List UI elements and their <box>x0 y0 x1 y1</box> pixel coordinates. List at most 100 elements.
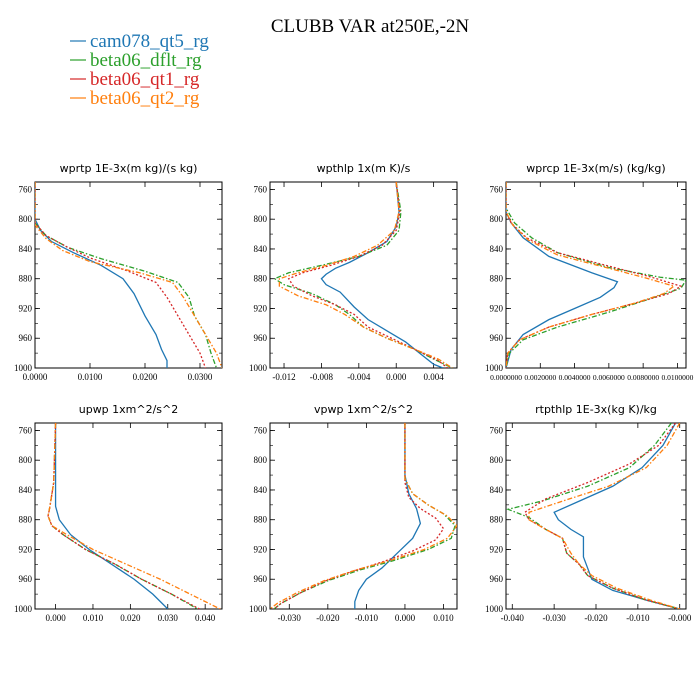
x-tick-label: 0.020 <box>120 613 141 623</box>
y-tick-label: 880 <box>490 274 504 284</box>
legend: cam078_qt5_rgbeta06_dflt_rgbeta06_qt1_rg… <box>70 31 209 109</box>
panel-title: vpwp 1xm^2/s^2 <box>314 403 413 416</box>
y-tick-label: 920 <box>490 544 504 554</box>
legend-label: beta06_qt1_rg <box>90 69 200 90</box>
panel-title: rtpthlp 1E-3x(kg K)/kg <box>535 403 657 416</box>
y-tick-label: 800 <box>19 455 33 465</box>
series-line <box>553 423 680 609</box>
x-tick-label: 0.0020000 <box>524 373 556 382</box>
panel: rtpthlp 1E-3x(kg K)/kg 760 800 840 880 920 960… <box>485 403 692 623</box>
series-line <box>278 182 453 368</box>
y-tick-label: 760 <box>19 425 33 435</box>
x-tick-label: 0.040 <box>195 613 216 623</box>
y-tick-label: 840 <box>490 485 504 495</box>
x-tick-label: -0.020 <box>316 613 340 623</box>
y-tick-label: 800 <box>254 214 268 224</box>
x-tick-label: -0.010 <box>626 613 650 623</box>
y-tick-label: 880 <box>490 515 504 525</box>
series-line <box>35 182 218 368</box>
x-tick-label: 0.0080000 <box>627 373 659 382</box>
y-tick-label: 1000 <box>485 363 504 373</box>
y-tick-label: 1000 <box>249 363 268 373</box>
y-tick-label: 840 <box>254 244 268 254</box>
series-line <box>273 423 445 609</box>
x-tick-label: 0.010 <box>433 613 454 623</box>
y-tick-label: 840 <box>254 485 268 495</box>
plot-frame <box>34 422 223 610</box>
x-tick-label: -0.008 <box>310 372 334 382</box>
panel: upwp 1xm^2/s^2 760 800 840 880 920 960 1000 0.00… <box>14 403 223 623</box>
panel-title: wpthlp 1x(m K)/s <box>317 162 411 175</box>
x-tick-label: 0.0200 <box>133 372 158 382</box>
series-line <box>273 182 453 368</box>
y-tick-label: 760 <box>254 425 268 435</box>
y-tick-label: 880 <box>254 274 268 284</box>
x-tick-label: 0.0000 <box>23 372 48 382</box>
y-tick-label: 760 <box>490 425 504 435</box>
x-tick-label: -0.030 <box>278 613 302 623</box>
series-line <box>47 423 199 609</box>
y-tick-label: 840 <box>490 244 504 254</box>
plot-frame <box>269 181 458 369</box>
y-tick-label: 760 <box>490 184 504 194</box>
y-tick-label: 1000 <box>485 604 504 614</box>
y-tick-label: 1000 <box>249 604 268 614</box>
y-tick-label: 920 <box>254 303 268 313</box>
y-tick-label: 960 <box>19 574 33 584</box>
panel: wprtp 1E-3x(m kg)/(s kg) 760 800 840 880 920 9… <box>14 162 223 382</box>
y-tick-label: 960 <box>490 574 504 584</box>
x-tick-label: -0.012 <box>272 372 295 382</box>
series-line <box>506 182 686 368</box>
y-tick-label: 800 <box>19 214 33 224</box>
x-tick-label: 0.0100000 <box>661 373 693 382</box>
x-tick-label: -0.000 <box>668 613 692 623</box>
y-tick-label: 960 <box>490 333 504 343</box>
y-tick-label: 920 <box>490 303 504 313</box>
panel-title: wprcp 1E-3x(m/s) (kg/kg) <box>526 162 665 175</box>
y-tick-label: 840 <box>19 244 33 254</box>
x-tick-label: 0.0060000 <box>593 373 625 382</box>
figure-title: CLUBB VAR at250E,-2N <box>271 16 470 37</box>
series-line <box>523 423 680 609</box>
x-tick-label: -0.004 <box>347 372 371 382</box>
y-tick-label: 960 <box>254 333 268 343</box>
y-tick-label: 960 <box>254 574 268 584</box>
y-tick-label: 800 <box>490 214 504 224</box>
series-line <box>354 423 422 609</box>
series-line <box>47 423 200 609</box>
plot-frame <box>34 181 223 369</box>
series-line <box>506 423 680 609</box>
y-tick-label: 840 <box>19 485 33 495</box>
series-line <box>35 182 207 368</box>
y-tick-label: 800 <box>490 455 504 465</box>
series-line <box>270 423 457 609</box>
x-tick-label: 0.0300 <box>188 372 213 382</box>
legend-label: beta06_qt2_rg <box>90 88 200 109</box>
panel: wpthlp 1x(m K)/s 760 800 840 880 920 960 1000 -0… <box>249 162 458 382</box>
y-tick-label: 1000 <box>14 363 33 373</box>
plot-frame <box>269 422 458 610</box>
y-tick-label: 760 <box>19 184 33 194</box>
x-tick-label: 0.010 <box>83 613 104 623</box>
y-tick-label: 1000 <box>14 604 33 614</box>
y-tick-label: 920 <box>19 544 33 554</box>
x-tick-label: 0.000 <box>45 613 66 623</box>
x-tick-label: 0.0100 <box>78 372 103 382</box>
y-tick-label: 880 <box>254 515 268 525</box>
series-line <box>287 182 449 368</box>
y-tick-label: 760 <box>254 184 268 194</box>
x-tick-label: 0.0040000 <box>559 373 591 382</box>
series-line <box>35 182 222 368</box>
x-tick-label: -0.030 <box>543 613 567 623</box>
y-tick-label: 800 <box>254 455 268 465</box>
y-tick-label: 920 <box>19 303 33 313</box>
x-tick-label: 0.004 <box>424 372 445 382</box>
x-tick-label: 0.030 <box>158 613 179 623</box>
x-tick-label: 0.000 <box>386 372 407 382</box>
panel: vpwp 1xm^2/s^2 760 800 840 880 920 960 1000 -0.0… <box>249 403 458 623</box>
y-tick-label: 920 <box>254 544 268 554</box>
x-tick-label: -0.040 <box>501 613 525 623</box>
y-tick-label: 880 <box>19 274 33 284</box>
plot-frame <box>505 181 687 369</box>
